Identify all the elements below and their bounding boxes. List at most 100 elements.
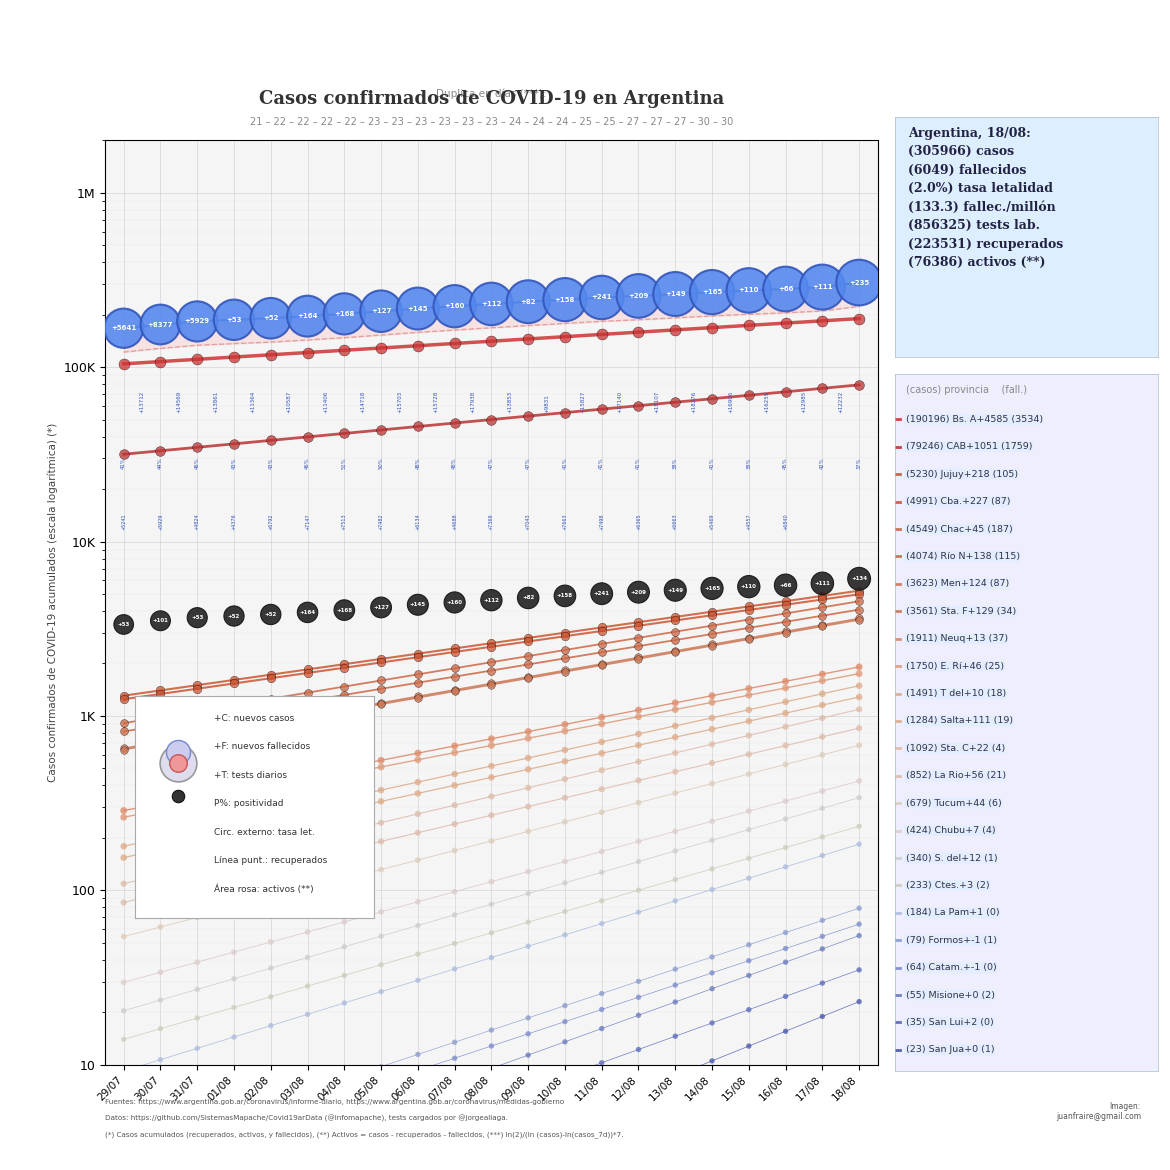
Point — [298, 831, 317, 849]
Text: +T
p%: +T p% — [173, 792, 181, 803]
Point — [592, 584, 611, 603]
Point — [188, 856, 207, 875]
Point — [225, 779, 243, 798]
Point — [666, 744, 684, 763]
Point — [813, 728, 832, 746]
Point — [482, 1141, 501, 1159]
Point — [446, 593, 464, 612]
Point — [261, 713, 280, 731]
Text: +8377: +8377 — [147, 322, 173, 328]
Point — [666, 694, 684, 713]
Point — [666, 784, 684, 803]
Point — [151, 681, 170, 700]
Point — [225, 1106, 243, 1124]
Point — [813, 606, 832, 625]
Point — [629, 771, 648, 790]
Text: +F: +F — [173, 760, 183, 765]
Text: +209: +209 — [631, 590, 647, 594]
Point — [482, 332, 501, 351]
Point — [849, 899, 868, 917]
Point — [739, 597, 758, 615]
Point — [813, 745, 832, 764]
Text: +164: +164 — [300, 610, 316, 615]
Point — [225, 310, 243, 329]
Text: +149: +149 — [667, 587, 683, 593]
Point — [372, 1058, 391, 1076]
Point — [261, 987, 280, 1006]
Point — [849, 570, 868, 589]
Point — [776, 923, 794, 942]
Point — [703, 880, 722, 899]
Text: +5241: +5241 — [122, 514, 126, 530]
Point — [813, 696, 832, 715]
Point — [482, 832, 501, 851]
Point — [446, 776, 464, 794]
Point — [629, 724, 648, 743]
Text: 37%: 37% — [856, 457, 861, 469]
Point — [372, 860, 391, 879]
Point — [739, 951, 758, 970]
Point — [776, 679, 794, 697]
Point — [666, 1027, 684, 1046]
Text: Datos: https://github.com/SistemasMapache/Covid19arData (@infomapache), tests ca: Datos: https://github.com/SistemasMapach… — [105, 1115, 508, 1122]
Text: +6365: +6365 — [636, 514, 641, 530]
Point — [482, 638, 501, 656]
Point — [703, 636, 722, 655]
Point — [518, 760, 537, 779]
Point — [188, 952, 207, 971]
Point — [849, 376, 868, 394]
Point — [849, 274, 868, 292]
Point — [813, 1007, 832, 1026]
Text: 46%: 46% — [305, 457, 310, 469]
Point — [115, 319, 133, 338]
Text: 41%: 41% — [636, 457, 641, 469]
Text: +15827: +15827 — [580, 391, 586, 413]
Text: +112: +112 — [481, 301, 502, 307]
Point — [298, 977, 317, 996]
Point — [776, 987, 794, 1006]
Point — [849, 789, 868, 807]
Point — [408, 971, 427, 990]
Point — [703, 753, 722, 772]
Point — [849, 915, 868, 934]
Text: +53: +53 — [191, 615, 204, 620]
Text: +168: +168 — [335, 311, 355, 317]
Point — [629, 903, 648, 922]
Point — [482, 806, 501, 825]
Point — [666, 580, 684, 599]
Point — [629, 636, 648, 655]
Point — [261, 1094, 280, 1113]
Point — [556, 902, 574, 921]
Point — [813, 684, 832, 703]
Point — [666, 870, 684, 889]
Point — [261, 859, 280, 878]
Text: +7663: +7663 — [563, 514, 567, 530]
Point — [446, 841, 464, 860]
Point — [592, 803, 611, 821]
Point — [703, 964, 722, 983]
Point — [703, 625, 722, 644]
Point — [849, 592, 868, 611]
Point — [518, 1046, 537, 1065]
Point — [372, 1073, 391, 1092]
Point — [335, 655, 353, 674]
Text: +7043: +7043 — [525, 514, 531, 530]
Point — [188, 1119, 207, 1137]
Point — [776, 624, 794, 642]
Point — [188, 702, 207, 721]
Text: +235: +235 — [849, 280, 869, 285]
Point — [446, 959, 464, 978]
Point — [372, 956, 391, 975]
Point — [556, 1032, 574, 1051]
Text: +66: +66 — [778, 285, 793, 292]
Point — [813, 709, 832, 728]
Point — [115, 739, 133, 758]
Point — [592, 914, 611, 932]
Point — [298, 1097, 317, 1116]
Point — [703, 318, 722, 337]
Point — [151, 708, 170, 727]
Point — [115, 1158, 133, 1170]
Point — [518, 1009, 537, 1027]
Point — [739, 869, 758, 888]
Text: +241: +241 — [593, 591, 610, 597]
